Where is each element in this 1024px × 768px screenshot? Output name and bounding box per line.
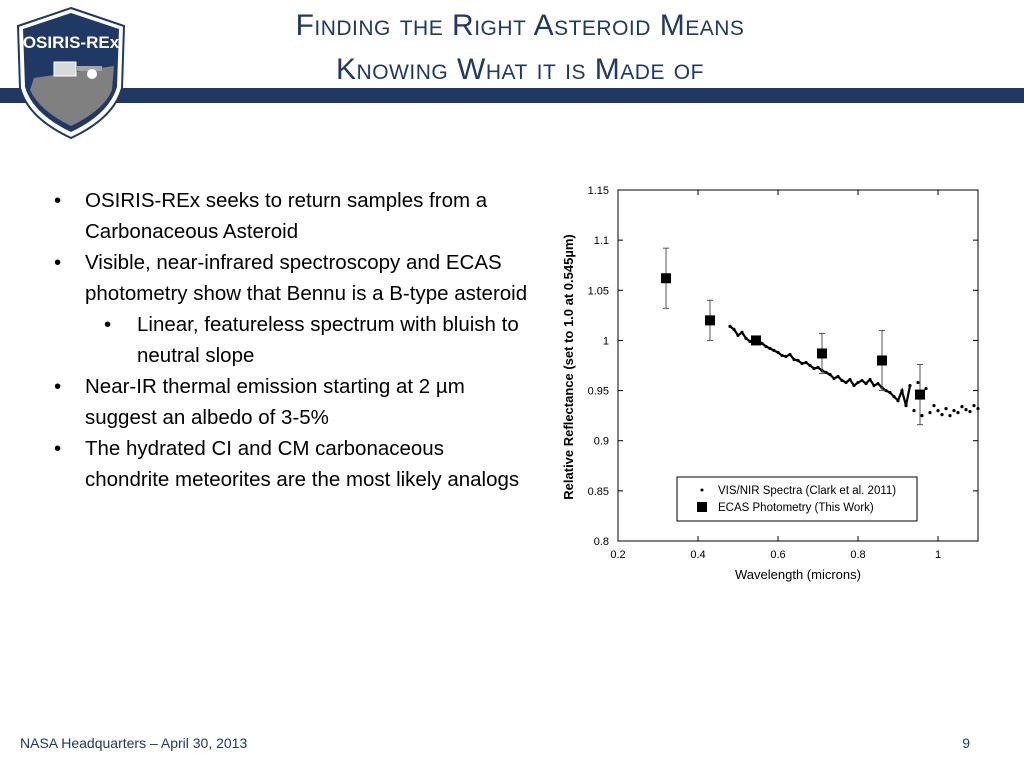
photometry-point: [705, 315, 715, 326]
photometry-point: [751, 335, 761, 346]
photometry-point: [817, 348, 827, 359]
y-tick-label: 1.1: [594, 235, 609, 247]
legend-square-marker: [697, 502, 707, 512]
spectrum-point: [968, 410, 972, 414]
bullet-item: Near-IR thermal emission starting at 2 µ…: [52, 371, 532, 433]
slide-title-line-2: Knowing What it is Made of: [336, 53, 704, 86]
x-tick-label: 0.6: [770, 549, 785, 561]
x-tick-label: 0.2: [610, 549, 625, 561]
x-axis-label: Wavelength (microns): [735, 567, 861, 582]
bullet-item: The hydrated CI and CM carbonaceous chon…: [52, 433, 532, 495]
y-tick-label: 1: [603, 335, 609, 347]
slide-title: Finding the Right Asteroid Means Knowing…: [150, 4, 890, 92]
legend-label-spectra: VIS/NIR Spectra (Clark et al. 2011): [718, 485, 896, 497]
x-tick-label: 0.8: [850, 549, 865, 561]
plot-frame: [617, 189, 979, 542]
y-tick-label: 0.95: [588, 386, 609, 398]
legend-dot-marker: [700, 488, 704, 492]
spectrum-point: [940, 413, 944, 417]
y-axis-label: Relative Reflectance (set to 1.0 at 0.54…: [561, 234, 576, 499]
x-tick-label: 0.4: [690, 549, 705, 561]
y-tick-label: 0.85: [588, 486, 609, 498]
title-bar: [0, 88, 1024, 103]
photometry-point: [915, 389, 925, 400]
spectrum-point: [928, 411, 932, 415]
spectrum-point: [944, 407, 948, 411]
spectrum-point: [972, 404, 976, 408]
spectrum-point: [960, 405, 964, 409]
y-tick-label: 0.8: [594, 536, 609, 548]
spectrum-point: [932, 404, 936, 408]
spectrum-point: [956, 411, 960, 415]
sub-bullet-item: Linear, featureless spectrum with bluish…: [52, 309, 532, 371]
osiris-rex-logo: OSIRIS-REx: [16, 6, 126, 140]
spectrum-point: [948, 414, 952, 418]
page-number: 9: [962, 735, 970, 751]
photometry-point: [877, 355, 887, 366]
spectrum-point: [964, 408, 968, 412]
x-tick-label: 1: [935, 549, 941, 561]
spectra-series: [728, 324, 980, 418]
slide-title-line-1: Finding the Right Asteroid Means: [295, 9, 745, 42]
spectrum-point: [920, 414, 924, 418]
y-tick-label: 1.15: [588, 185, 609, 197]
photometry-point: [661, 273, 671, 284]
spectrum-point: [924, 386, 928, 391]
bullet-item: Visible, near-infrared spectroscopy and …: [52, 247, 532, 309]
y-tick-label: 1.05: [588, 285, 609, 297]
photometry-series: [661, 247, 925, 426]
bullet-item: OSIRIS-REx seeks to return samples from …: [52, 185, 532, 247]
spectrum-point: [936, 409, 940, 413]
spectrum-point: [912, 409, 916, 413]
chart-legend: VIS/NIR Spectra (Clark et al. 2011) ECAS…: [676, 476, 918, 522]
logo-wordmark: OSIRIS-REx: [23, 33, 120, 52]
bullet-list: OSIRIS-REx seeks to return samples from …: [52, 185, 532, 495]
spectrum-point: [952, 409, 956, 413]
plot-border: [617, 189, 979, 542]
reflectance-chart: 0.2 0.4 0.6 0.8 10.80.850.90.9511.051.11.15 …: [561, 185, 980, 582]
spectrum-point: [916, 380, 920, 385]
legend-label-photometry: ECAS Photometry (This Work): [718, 502, 874, 514]
footer-source: NASA Headquarters – April 30, 2013: [20, 735, 248, 751]
spectrum-point: [976, 407, 980, 411]
axis-ticks: 0.2 0.4 0.6 0.8 1 0.8 0.85 0.9 0.95 1 1.05 1.1 1.15: [588, 185, 978, 561]
y-tick-label: 0.9: [594, 436, 609, 448]
legend-box: [676, 476, 918, 522]
